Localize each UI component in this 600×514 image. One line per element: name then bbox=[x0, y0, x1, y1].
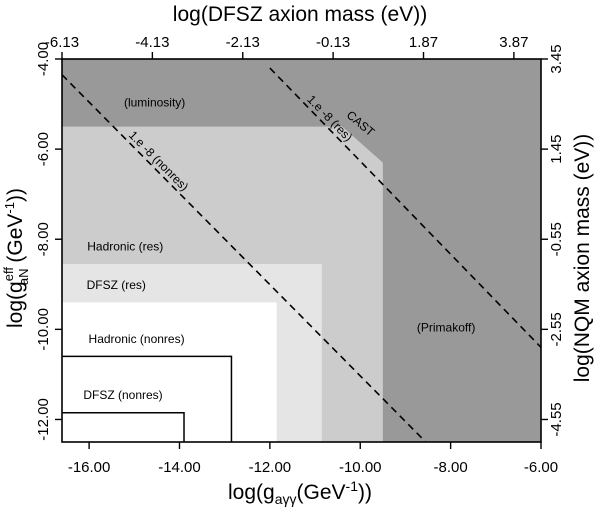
hadronic-nonres-outline bbox=[62, 355, 233, 442]
bottom-tick-label: -16.00 bbox=[68, 459, 111, 476]
left-axis-title: log(geffaN (GeV-1)) bbox=[1, 188, 31, 328]
right-tick-label: -0.55 bbox=[548, 222, 565, 256]
right-tick-label: -2.55 bbox=[548, 312, 565, 346]
left-axis-title-main: log(g bbox=[4, 281, 27, 328]
bottom-axis-title-end: )) bbox=[358, 481, 372, 504]
hadronic-nonres-label: Hadronic (nonres) bbox=[89, 332, 185, 346]
annotations-layer: (luminosity) (Primakoff) Hadronic (res) DFS… bbox=[83, 95, 475, 402]
left-tick-label: -10.00 bbox=[35, 308, 52, 351]
plot-frame bbox=[61, 58, 542, 443]
bottom-axis-title: log(gaγγ(GeV-1)) bbox=[228, 478, 372, 507]
left-tick-label: -6.00 bbox=[35, 132, 52, 166]
dfsz-nonres-label: DFSZ (nonres) bbox=[83, 388, 162, 402]
top-axis-title: log(DFSZ axion mass (eV)) bbox=[173, 3, 427, 26]
right-axis-title: log(NQM axion mass (eV)) bbox=[571, 134, 594, 383]
dfsz-res-label: DFSZ (res) bbox=[87, 278, 146, 292]
top-tick-label: 1.87 bbox=[409, 34, 438, 51]
primakoff-label: (Primakoff) bbox=[417, 321, 475, 335]
top-tick-label: -4.13 bbox=[135, 34, 169, 51]
regions-layer bbox=[62, 59, 541, 443]
dfsz-nonres-outline bbox=[62, 411, 185, 442]
bottom-axis-title-exponent: -1 bbox=[346, 478, 359, 494]
right-tick-label: 3.45 bbox=[548, 44, 565, 73]
bottom-tick-label: -12.00 bbox=[249, 459, 292, 476]
outlines-layer bbox=[62, 355, 233, 442]
left-axis-title-exponent: -1 bbox=[2, 202, 17, 214]
left-tick-label: -12.00 bbox=[35, 398, 52, 441]
left-tick-label: -4.00 bbox=[35, 42, 52, 76]
right-tick-label: -4.55 bbox=[548, 402, 565, 436]
ticks-layer: -16.00 -14.00 -12.00 -10.00 -8.00 -6.00-6.13-… bbox=[35, 34, 565, 476]
left-axis-title-end: )) bbox=[4, 188, 27, 202]
bottom-axis-title-unit: (GeV bbox=[297, 481, 346, 504]
top-tick-label: 3.87 bbox=[499, 34, 528, 51]
hadronic-res-label: Hadronic (res) bbox=[87, 240, 163, 254]
bottom-axis-title-subscript: aγγ bbox=[275, 491, 297, 507]
left-axis-title-unit: (GeV bbox=[4, 214, 27, 269]
bottom-axis-title-main: log(g bbox=[228, 481, 275, 504]
bottom-tick-label: -8.00 bbox=[434, 459, 468, 476]
left-tick-label: -8.00 bbox=[35, 222, 52, 256]
left-axis-title-subscript: aN bbox=[16, 268, 31, 285]
res-limit-line bbox=[269, 67, 542, 348]
top-tick-label: -2.13 bbox=[226, 34, 260, 51]
top-tick-label: -6.13 bbox=[45, 34, 79, 51]
right-tick-label: 1.45 bbox=[548, 135, 565, 164]
dfsz-res-region bbox=[62, 302, 277, 442]
left-axis-title-superscript: eff bbox=[1, 267, 16, 282]
luminosity-label: (luminosity) bbox=[124, 95, 185, 109]
bottom-tick-label: -10.00 bbox=[339, 459, 382, 476]
bottom-tick-label: -6.00 bbox=[524, 459, 558, 476]
bottom-tick-label: -14.00 bbox=[158, 459, 201, 476]
top-tick-label: -0.13 bbox=[316, 34, 350, 51]
nonres-limit-line bbox=[61, 74, 427, 443]
